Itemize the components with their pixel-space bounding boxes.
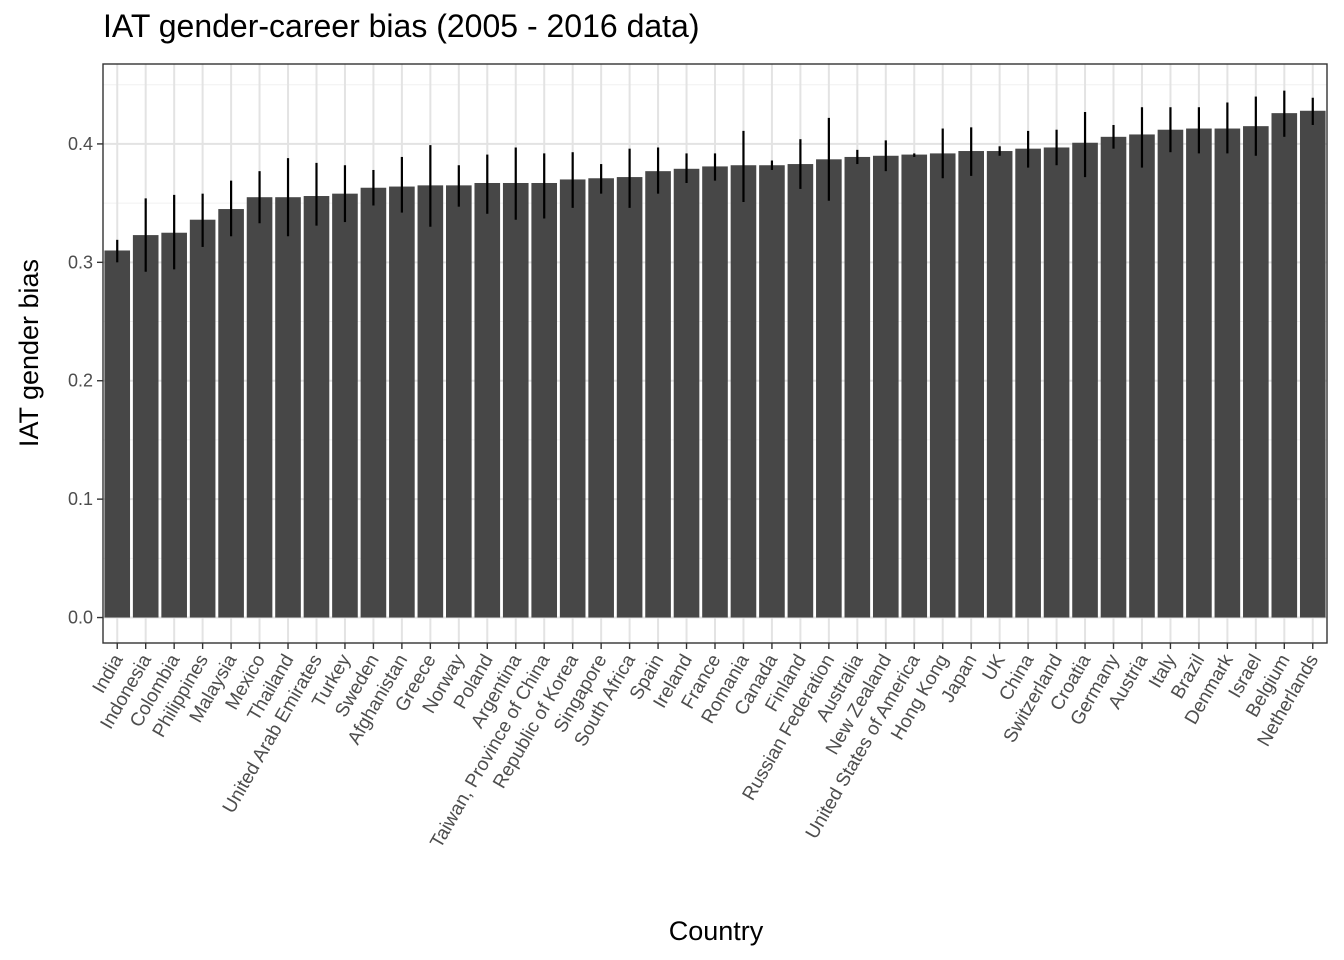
bar: [816, 159, 842, 618]
bar: [1072, 142, 1098, 618]
bar: [1214, 128, 1241, 618]
bar: [1299, 110, 1326, 618]
bar: [189, 219, 216, 618]
bar: [730, 165, 757, 618]
bar: [1100, 136, 1127, 618]
bar: [559, 179, 586, 618]
y-tick-label: 0.3: [68, 252, 93, 272]
y-tick-label: 0.0: [68, 608, 93, 628]
x-axis-label: Country: [669, 916, 764, 946]
bar: [417, 185, 444, 618]
bar: [474, 182, 501, 618]
bar: [531, 182, 558, 618]
bar: [901, 154, 928, 618]
bar: [275, 197, 301, 618]
y-tick-label: 0.1: [68, 489, 93, 509]
bar: [759, 165, 785, 618]
bar: [1129, 134, 1155, 618]
bar: [161, 232, 187, 618]
bar: [246, 197, 273, 618]
x-axis-ticks: IndiaIndonesiaColombiaPhilippinesMalaysi…: [89, 643, 1323, 852]
y-axis-label: IAT gender bias: [14, 259, 44, 447]
bar: [1157, 129, 1184, 618]
bar: [360, 187, 387, 618]
bars: [104, 110, 1326, 618]
bar: [332, 193, 358, 618]
bar: [1243, 126, 1269, 618]
y-tick-label: 0.4: [68, 134, 93, 154]
bar: [958, 151, 984, 618]
bar: [389, 186, 415, 618]
bar: [446, 185, 472, 618]
bar: [218, 209, 244, 618]
bar: [1186, 128, 1212, 618]
bar: [702, 166, 728, 618]
chart-title: IAT gender-career bias (2005 - 2016 data…: [103, 8, 700, 44]
error-bars: [116, 90, 1314, 272]
bar: [844, 156, 871, 618]
bar: [616, 177, 643, 618]
bar: [1043, 147, 1070, 618]
bar: [1271, 113, 1298, 618]
bar: [588, 178, 614, 618]
y-tick-label: 0.2: [68, 371, 93, 391]
bar: [104, 250, 131, 618]
bar: [673, 168, 700, 618]
y-axis-ticks: 0.0 0.1 0.2 0.3 0.4: [68, 134, 103, 628]
bar: [132, 235, 159, 618]
bar: [986, 151, 1013, 618]
bar: [787, 164, 814, 618]
bar: [645, 171, 671, 618]
bar: [929, 153, 956, 618]
bar: [502, 182, 529, 618]
bar: [1015, 148, 1041, 618]
bar: [872, 155, 899, 618]
bar: [303, 196, 330, 618]
